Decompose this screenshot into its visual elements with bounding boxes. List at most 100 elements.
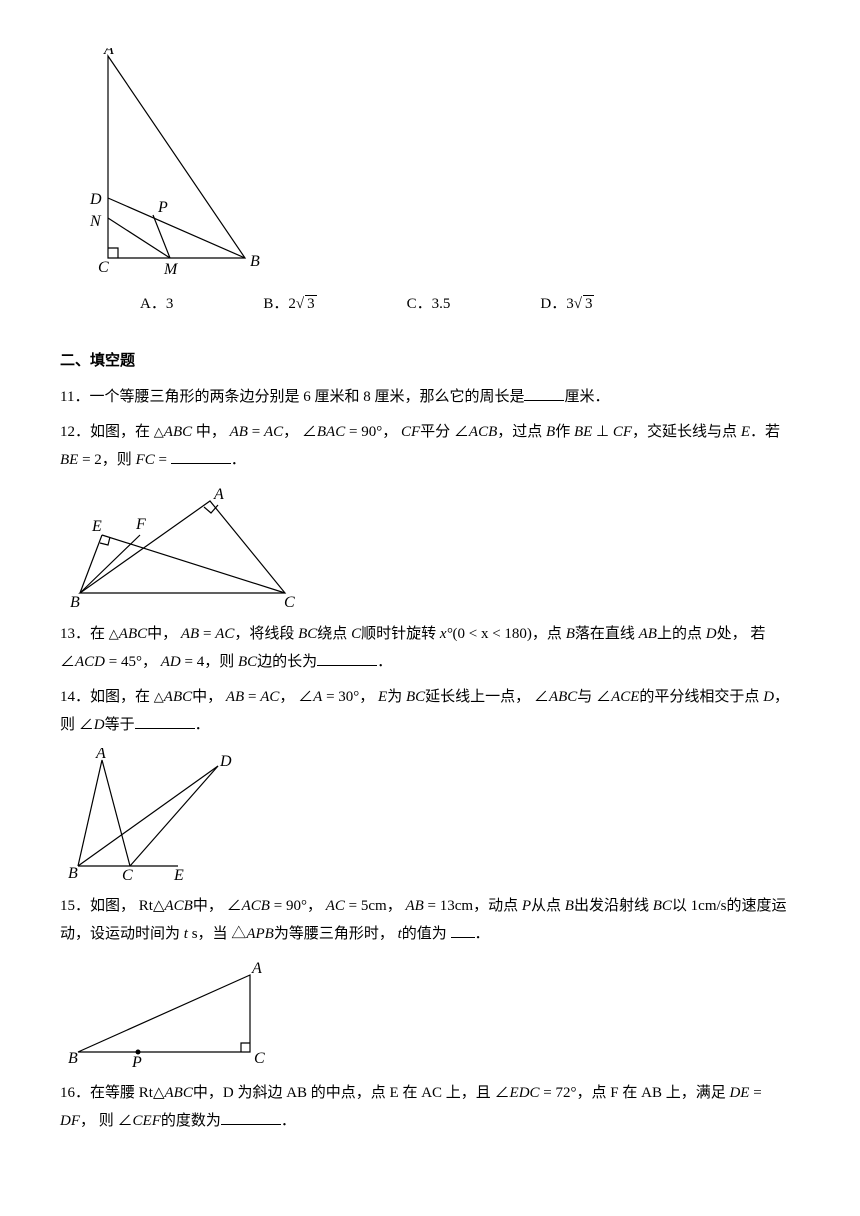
q11-blank[interactable]	[524, 385, 564, 401]
q11-text: 一个等腰三角形的两条边分别是 6 厘米和 8 厘米，那么它的周长是	[89, 389, 524, 405]
q13-range: (0 < x < 180)	[453, 626, 532, 642]
q14-tri: ABC	[164, 689, 192, 705]
q13-p8: 上的点	[657, 626, 702, 642]
q12-ang2: ACB	[469, 424, 497, 440]
q14-p5: 与	[577, 689, 592, 705]
q14-blank[interactable]	[135, 713, 195, 729]
q12-p5: 作	[555, 424, 570, 440]
q14-c2: ，	[359, 689, 374, 705]
q12-p8: ，则	[102, 452, 132, 468]
q13-p4: 绕点	[317, 626, 347, 642]
q15-blank[interactable]	[451, 922, 475, 938]
q16-df: DF	[60, 1113, 80, 1129]
section-2-heading: 二、填空题	[60, 347, 800, 376]
q12-p1: 如图，在	[90, 424, 150, 440]
q13-p6: ，点	[532, 626, 562, 642]
triangle-adpnm-svg: A B C D N M P	[60, 48, 270, 278]
q15-p11: 的值为	[402, 926, 447, 942]
q15-p7: 的	[727, 898, 742, 914]
q15-p6: 以	[672, 898, 687, 914]
opt-d-label: D．	[540, 296, 566, 312]
option-C: C．3.5	[407, 290, 451, 319]
option-A: A．3	[140, 290, 173, 319]
q15-abv: 13cm	[440, 898, 473, 914]
q14-num: 14．	[60, 689, 90, 705]
q14-p4: 延长线上一点，	[425, 689, 530, 705]
q14-angA: A	[313, 689, 322, 705]
q11-tail: 厘米．	[564, 389, 609, 405]
q16-p2: 中，D 为斜边 AB 的中点，点 E 在 AC 上，且	[193, 1085, 491, 1101]
q14-angD: D	[94, 717, 105, 733]
label-D: D	[89, 191, 102, 208]
q14-ac: AC	[260, 689, 279, 705]
q13-ab2: AB	[639, 626, 657, 642]
q13-ang: ACD	[75, 654, 105, 670]
q15-p3: ，动点	[473, 898, 518, 914]
q12-num: 12．	[60, 424, 90, 440]
q14-e: E	[378, 689, 387, 705]
f14-A: A	[95, 748, 106, 762]
f14-C: C	[122, 867, 133, 880]
q14-ang2: ACE	[611, 689, 639, 705]
q15-c: ，	[307, 898, 322, 914]
q15-tri: ACB	[165, 898, 193, 914]
opt-d-coef: 3	[566, 296, 574, 312]
q15-c2: ，	[387, 898, 402, 914]
q13-p12: 边的长为	[257, 654, 317, 670]
q12-deg: 90°	[361, 424, 382, 440]
q16-c: ，	[80, 1113, 95, 1129]
q13-bc2: BC	[238, 654, 257, 670]
q12-be: BE	[574, 424, 592, 440]
q15-p1: 如图，	[90, 898, 135, 914]
q12-tri: ABC	[164, 424, 192, 440]
f14-E: E	[173, 867, 184, 880]
q12-eq: =	[158, 452, 166, 468]
q15-num: 15．	[60, 898, 90, 914]
q13-p3: ，将线段	[234, 626, 294, 642]
q16-de: DE	[729, 1085, 749, 1101]
q13-d: D	[706, 626, 717, 642]
q12-p3: 平分	[420, 424, 450, 440]
q12-c1: ，	[283, 424, 298, 440]
q16-p3: ，点 F 在 AB 上，满足	[577, 1085, 726, 1101]
q13-p5: 顺时针旋转	[361, 626, 436, 642]
q12-p4: ，过点	[497, 424, 542, 440]
q14-p3: 为	[387, 689, 402, 705]
q16-blank[interactable]	[221, 1109, 281, 1125]
q13-bc: BC	[298, 626, 317, 642]
q13-ad: AD	[161, 654, 181, 670]
q16-deg: 72°	[556, 1085, 577, 1101]
q14-bc: BC	[406, 689, 425, 705]
q13-blank[interactable]	[317, 650, 377, 666]
q13-c: C	[351, 626, 361, 642]
f14-B: B	[68, 865, 78, 880]
q14-ang1: ABC	[549, 689, 577, 705]
q12-perp: CF	[613, 424, 632, 440]
f12-A: A	[213, 486, 224, 503]
q13-b: B	[566, 626, 575, 642]
q12-cf: CF	[401, 424, 420, 440]
q11-num: 11．	[60, 389, 89, 405]
q15-p4: 从点	[531, 898, 561, 914]
q15-p: P	[522, 898, 531, 914]
opt-b-coef: 2	[288, 296, 296, 312]
q12-p7: ．若	[750, 424, 780, 440]
label-P: P	[157, 199, 168, 216]
q13: 13．在 △ABC中， AB = AC，将线段 BC绕点 C顺时针旋转 x°(0…	[60, 620, 800, 677]
q12-be2: BE	[60, 452, 78, 468]
q15-p2: 中，	[193, 898, 223, 914]
q13-num: 13．	[60, 626, 90, 642]
f14-D: D	[219, 753, 232, 770]
q16-rt: Rt	[139, 1085, 153, 1101]
q13-p11: ，则	[204, 654, 234, 670]
q12-2: 2	[94, 452, 102, 468]
q16: 16．在等腰 Rt△ABC中，D 为斜边 AB 的中点，点 E 在 AC 上，且…	[60, 1079, 800, 1136]
q14-ab: AB	[226, 689, 244, 705]
q12-blank[interactable]	[171, 448, 231, 464]
q16-p5: 的度数为	[161, 1113, 221, 1129]
q14-p1: 如图，在	[90, 689, 150, 705]
label-A: A	[103, 48, 114, 58]
q14-c: ，	[279, 689, 294, 705]
f12-B: B	[70, 594, 80, 608]
q15-figure: A B C P	[60, 957, 800, 1067]
